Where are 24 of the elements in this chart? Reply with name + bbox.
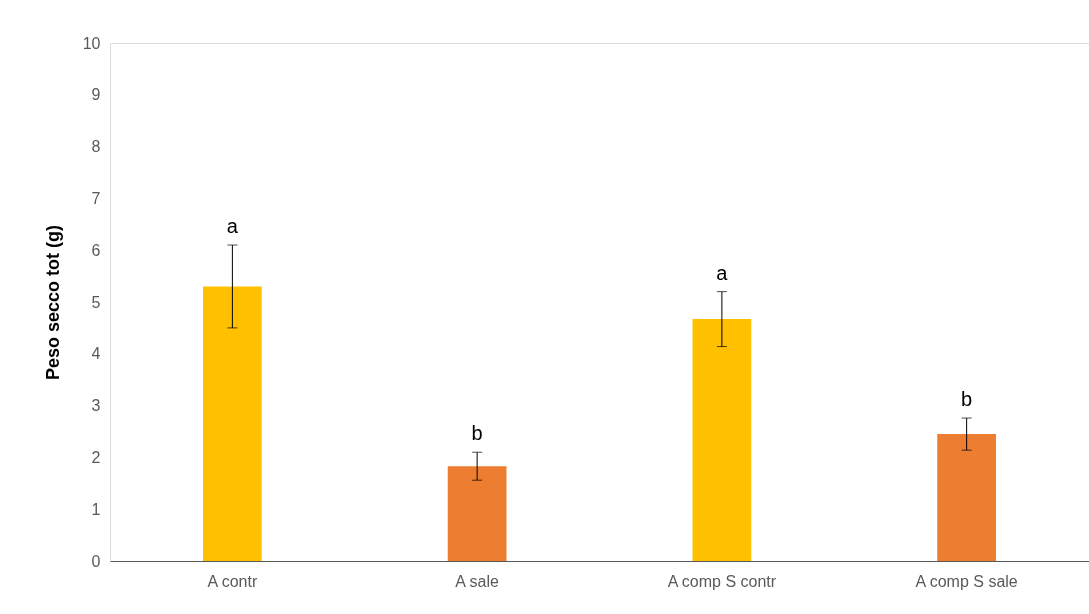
y-tick-label: 5 (91, 293, 101, 311)
y-tick-label: 2 (91, 448, 101, 466)
x-tick-label: A sale (455, 572, 500, 590)
y-tick-label: 9 (91, 86, 101, 104)
bar (203, 286, 262, 561)
x-tick-label: A contr (207, 572, 258, 590)
y-tick-label: 0 (91, 552, 101, 570)
y-tick-label: 1 (91, 500, 101, 518)
annotation: b (471, 422, 483, 445)
x-tick-label: A comp S sale (915, 572, 1018, 590)
y-tick-label: 8 (91, 138, 101, 156)
y-tick-label: 6 (91, 241, 101, 259)
annotation: b (961, 388, 973, 411)
bar (937, 434, 996, 561)
bar (692, 319, 752, 561)
annotation: a (716, 261, 729, 284)
x-tick-label: A comp S contr (667, 572, 777, 590)
bar (447, 466, 507, 561)
y-axis-title: Peso secco tot (g) (42, 224, 63, 381)
annotation: a (226, 215, 239, 238)
y-tick-label: 10 (82, 34, 101, 52)
y-tick-label: 4 (91, 345, 101, 363)
y-tick-label: 7 (91, 189, 101, 207)
y-tick-label: 3 (91, 397, 101, 415)
